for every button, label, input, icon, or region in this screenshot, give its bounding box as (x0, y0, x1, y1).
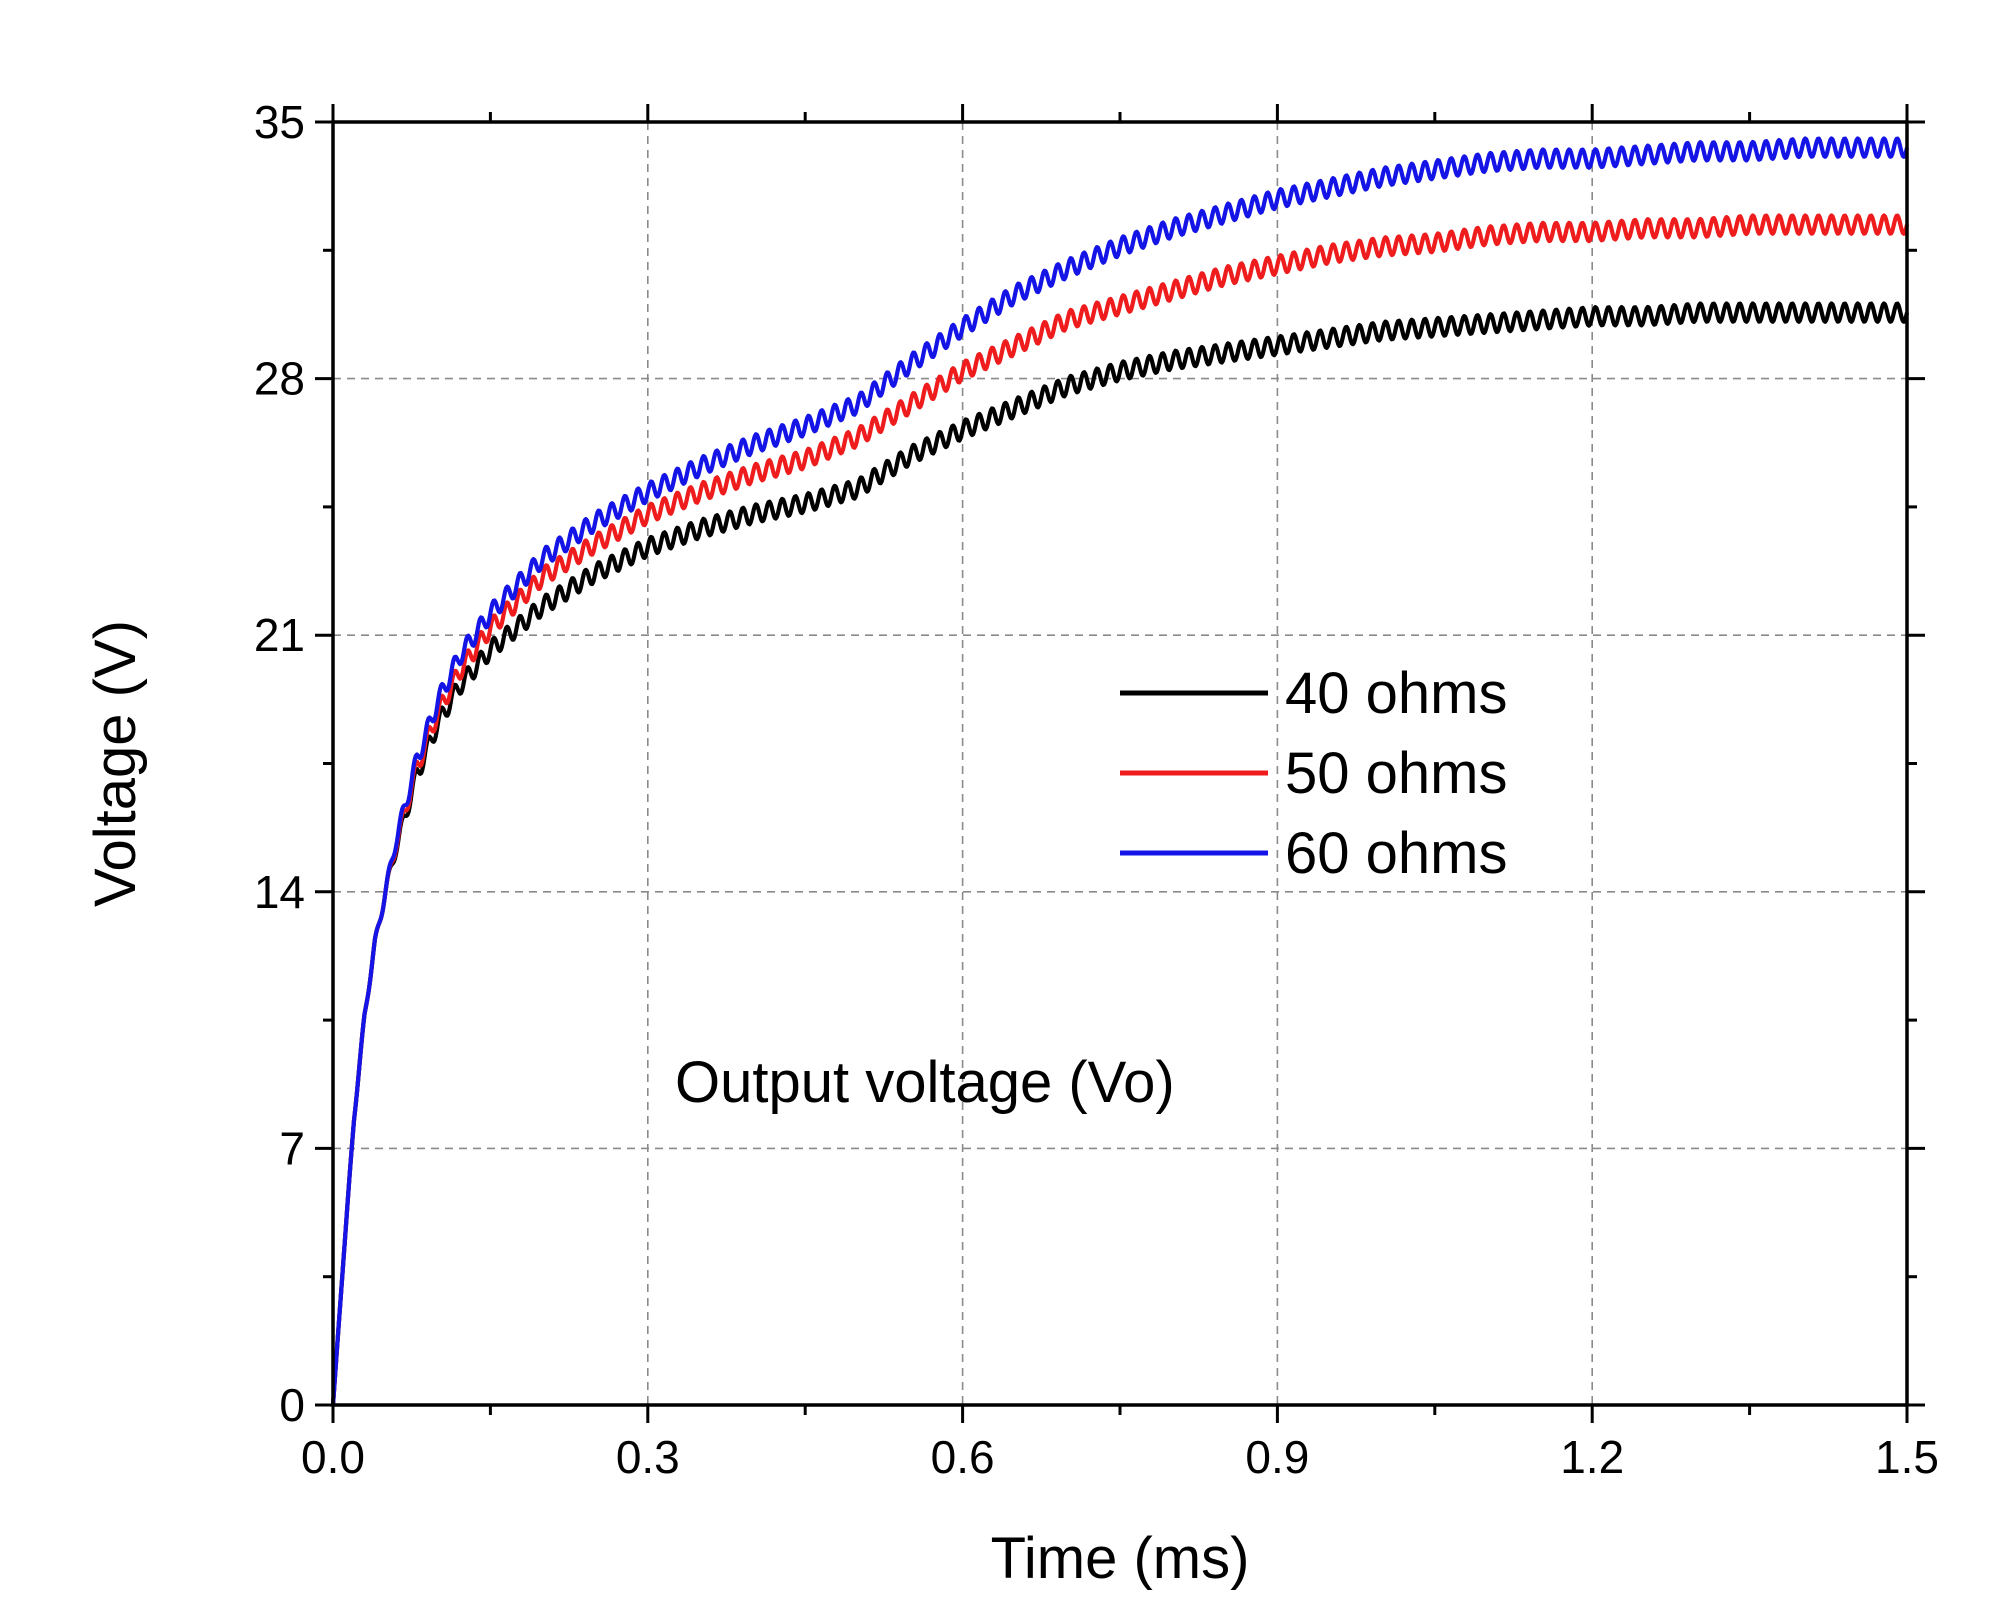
x-tick-label: 0.6 (931, 1431, 995, 1483)
x-tick-label: 0.9 (1245, 1431, 1309, 1483)
y-tick-label: 28 (254, 353, 305, 405)
x-tick-label: 1.5 (1875, 1431, 1939, 1483)
legend-label: 60 ohms (1285, 821, 1507, 886)
series-line-60-ohms (330, 136, 1910, 1406)
x-tick-label: 1.2 (1560, 1431, 1624, 1483)
series-line-50-ohms (330, 213, 1910, 1406)
legend-label: 50 ohms (1285, 741, 1507, 806)
y-tick-label: 7 (279, 1122, 305, 1174)
annotation-output-voltage: Output voltage (Vo) (675, 1050, 1175, 1115)
x-tick-label: 0.3 (616, 1431, 680, 1483)
y-axis-title: Voltage (V) (83, 620, 148, 907)
y-tick-label: 21 (254, 609, 305, 661)
legend: 40 ohms 50 ohms 60 ohms (1120, 661, 1507, 886)
series-lines (330, 136, 1910, 1406)
x-axis-title: Time (ms) (991, 1526, 1250, 1591)
legend-label: 40 ohms (1285, 661, 1507, 726)
y-tick-label: 14 (254, 866, 305, 918)
x-tick-label: 0.0 (301, 1431, 365, 1483)
y-tick-label: 35 (254, 96, 305, 148)
y-tick-label: 0 (279, 1379, 305, 1431)
tick-labels: 0.0 0.3 0.6 0.9 1.2 1.5 0 7 14 21 28 35 (254, 96, 1939, 1483)
series-line-40-ohms (330, 301, 1910, 1406)
axis-ticks (315, 104, 1925, 1423)
